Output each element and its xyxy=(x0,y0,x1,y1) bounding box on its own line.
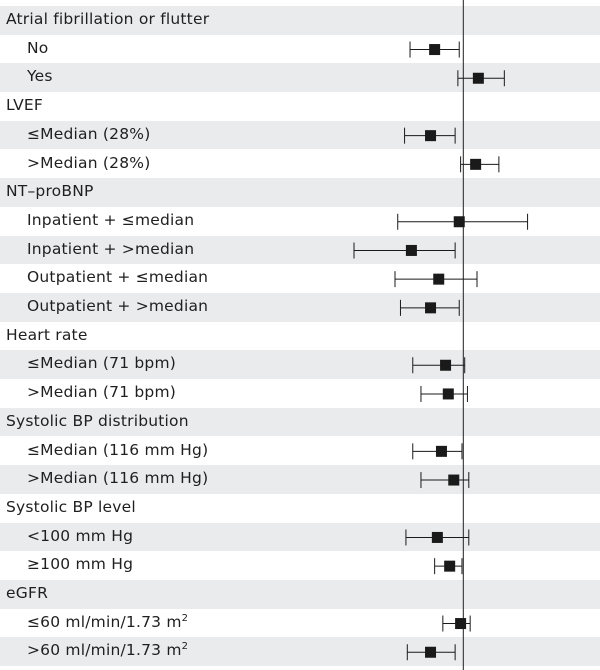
subgroup-row: Outpatient + ≤median xyxy=(0,264,600,293)
subgroup-row: ≤Median (71 bpm) xyxy=(0,350,600,380)
point-estimate-marker xyxy=(440,359,452,371)
subgroup-row: >Median (71 bpm) xyxy=(0,379,600,408)
point-estimate-marker xyxy=(444,560,456,572)
group-label: Systolic BP level xyxy=(6,497,136,516)
group-header-row: Systolic BP distribution xyxy=(0,407,600,437)
point-estimate-marker xyxy=(448,474,460,486)
group-label: Atrial fibrillation or flutter xyxy=(6,10,210,28)
subgroup-label: Inpatient + >median xyxy=(27,239,195,258)
subgroup-label: >Median (28%) xyxy=(27,153,151,172)
group-header-row: LVEF xyxy=(0,92,600,121)
subgroup-row: Inpatient + ≤median xyxy=(0,207,600,236)
subgroup-label: ≤60 ml/min/1.73 m2 xyxy=(27,612,189,631)
subgroup-label: <100 mm Hg xyxy=(27,526,134,545)
subgroup-row: ≤Median (28%) xyxy=(0,120,600,150)
group-label: NT–proBNP xyxy=(6,182,94,201)
subgroup-row: Inpatient + >median xyxy=(0,235,600,265)
subgroup-row: Yes xyxy=(0,63,600,93)
group-header-row: NT–proBNP xyxy=(0,178,600,207)
subgroup-label: >60 ml/min/1.73 m2 xyxy=(27,641,189,660)
subgroup-label: ≤Median (116 mm Hg) xyxy=(27,440,209,459)
subgroup-label: No xyxy=(27,38,49,57)
point-estimate-marker xyxy=(425,302,437,314)
subgroup-row: ≥100 mm Hg xyxy=(0,551,600,580)
subgroup-row: >Median (28%) xyxy=(0,150,600,179)
subgroup-row: <100 mm Hg xyxy=(0,522,600,552)
subgroup-label: Yes xyxy=(27,67,53,86)
superscript: 2 xyxy=(181,641,189,653)
subgroup-label: Inpatient + ≤median xyxy=(27,210,195,229)
point-estimate-marker xyxy=(442,388,454,400)
subgroup-row: Outpatient + >median xyxy=(0,293,600,322)
subgroup-row: ≤60 ml/min/1.73 m2 xyxy=(0,609,600,638)
superscript: 2 xyxy=(181,612,189,624)
subgroup-label: Outpatient + >median xyxy=(27,297,209,315)
point-estimate-marker xyxy=(455,618,467,630)
group-label: LVEF xyxy=(6,96,44,115)
point-estimate-marker xyxy=(472,72,484,84)
point-estimate-marker xyxy=(453,216,465,228)
point-estimate-marker xyxy=(435,445,447,457)
group-header-row: Systolic BP level xyxy=(0,494,600,523)
point-estimate-marker xyxy=(429,44,441,56)
subgroup-row: >Median (116 mm Hg) xyxy=(0,465,600,494)
subgroup-row: No xyxy=(0,35,600,64)
subgroup-label: ≤Median (28%) xyxy=(27,124,151,143)
group-header-row: Heart rate xyxy=(0,322,600,351)
group-label: Systolic BP distribution xyxy=(6,411,189,430)
point-estimate-marker xyxy=(433,273,445,285)
subgroup-row: ≤Median (116 mm Hg) xyxy=(0,437,600,466)
subgroup-label: >Median (71 bpm) xyxy=(27,383,177,402)
subgroup-row: >60 ml/min/1.73 m2 xyxy=(0,637,600,667)
subgroup-label: ≤Median (71 bpm) xyxy=(27,354,177,373)
group-header-row: eGFR xyxy=(0,580,600,609)
group-header-row: Atrial fibrillation or flutter xyxy=(0,6,600,35)
point-estimate-marker xyxy=(431,531,443,543)
group-label: Heart rate xyxy=(6,325,88,344)
subgroup-label: >Median (116 mm Hg) xyxy=(27,469,209,488)
group-label: eGFR xyxy=(6,584,49,602)
point-estimate-marker xyxy=(425,130,437,142)
subgroup-label: ≥100 mm Hg xyxy=(27,555,134,574)
point-estimate-marker xyxy=(425,646,437,658)
subgroup-label: Outpatient + ≤median xyxy=(27,268,209,287)
point-estimate-marker xyxy=(405,244,417,256)
point-estimate-marker xyxy=(470,158,482,170)
